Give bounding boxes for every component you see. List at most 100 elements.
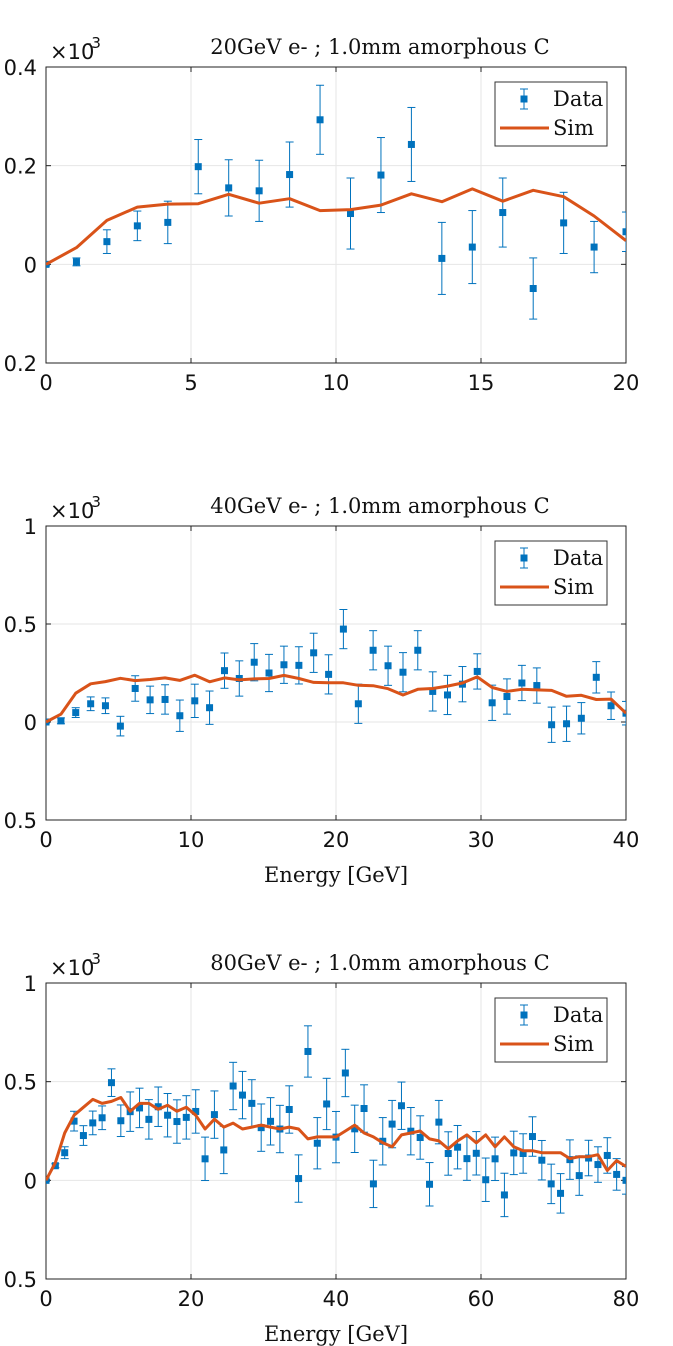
data-point [468, 243, 476, 251]
data-point [354, 700, 362, 708]
y-tick-label: 0 [24, 253, 37, 277]
legend: Data Sim [494, 540, 608, 606]
data-point [192, 1107, 200, 1115]
data-point [116, 722, 124, 730]
chart-title: 40GeV e- ; 1.0mm amorphous C [210, 494, 549, 518]
data-point [191, 697, 199, 705]
data-point [46, 1176, 50, 1184]
data-point [590, 243, 598, 251]
data-point [131, 684, 139, 692]
data-point [194, 163, 202, 171]
chart-panel-1: 0 5 10 15 200.200.20.4×10-3 20GeV e- ; 1.0mm … [4, 34, 640, 395]
legend-label-sim: Sim [553, 1032, 594, 1056]
data-point [488, 699, 496, 707]
data-point [248, 1099, 256, 1107]
data-point [280, 661, 288, 669]
x-tick-label: 10 [178, 828, 205, 852]
data-point [210, 1111, 218, 1119]
legend-label-data: Data [553, 546, 603, 570]
data-point [399, 668, 407, 676]
x-tick-label: 0 [39, 1287, 52, 1311]
data-point [89, 1119, 97, 1127]
data-point [133, 222, 141, 230]
data-point [472, 1149, 480, 1157]
x-tick-label: 0 [39, 828, 52, 852]
data-point [377, 171, 385, 179]
data-point [369, 646, 377, 654]
data-point [341, 1069, 349, 1077]
x-axis-label: Energy [GeV] [264, 1322, 408, 1346]
data-point [285, 1105, 293, 1113]
data-point [72, 709, 80, 717]
data-point [295, 1175, 303, 1183]
legend-data-marker [520, 1011, 528, 1019]
data-point [98, 1114, 106, 1122]
x-tick-label: 5 [184, 371, 197, 395]
data-point [435, 1118, 443, 1126]
y-tick-label: 0 [24, 711, 37, 735]
data-point [229, 1082, 237, 1090]
data-point [510, 1149, 518, 1157]
x-tick-label: 0 [39, 371, 52, 395]
chart-panel-3: 0 20 40 60 800.500.51×10-3 80GeV e- ; 1.0mm a… [4, 950, 640, 1346]
data-point [107, 1079, 115, 1087]
axis-exponent-base: ×10 [50, 40, 94, 64]
data-point [347, 210, 354, 218]
plot-data [46, 608, 626, 743]
data-point [607, 702, 615, 710]
x-tick-label: 15 [468, 371, 495, 395]
data-point [538, 1156, 546, 1164]
data-point [407, 140, 415, 148]
data-point [575, 1172, 583, 1180]
data-point [220, 1146, 228, 1154]
legend-box [494, 540, 608, 606]
data-point [454, 1143, 462, 1151]
y-tick-label: 0.5 [4, 809, 37, 833]
data-point [528, 1133, 536, 1141]
data-point [72, 258, 80, 266]
data-point [503, 693, 511, 701]
legend-label-sim: Sim [553, 116, 594, 140]
data-point [238, 1091, 246, 1099]
data-point [101, 702, 109, 710]
data-point [323, 1100, 331, 1108]
data-point [491, 1155, 499, 1163]
chart-title: 20GeV e- ; 1.0mm amorphous C [210, 35, 549, 59]
y-tick-label: 0.4 [4, 56, 37, 80]
data-point [70, 1117, 78, 1125]
legend-box [494, 81, 608, 147]
data-point [173, 1118, 181, 1126]
sim-line [46, 1096, 626, 1182]
data-point [369, 1180, 377, 1188]
axis-exponent-power: -3 [86, 34, 101, 52]
data-point [295, 661, 303, 669]
sim-line [46, 187, 626, 266]
x-tick-label: 10 [323, 371, 350, 395]
data-point [622, 1176, 626, 1184]
legend-label-sim: Sim [553, 575, 594, 599]
data-point [304, 1047, 312, 1055]
data-point [136, 1104, 144, 1112]
data-point [61, 1149, 69, 1157]
y-tick-label: 0.5 [4, 613, 37, 637]
data-point [325, 670, 333, 678]
data-point [164, 218, 172, 226]
axis-exponent-power: -3 [86, 493, 101, 511]
plot-data [46, 84, 626, 320]
y-tick-label: 0 [24, 1169, 37, 1193]
axis-exponent-base: ×10 [50, 956, 94, 980]
data-point [548, 721, 556, 729]
y-tick-label: 0.5 [4, 1268, 37, 1292]
axis-exponent-base: ×10 [50, 499, 94, 523]
data-point [313, 1139, 321, 1147]
data-point [429, 687, 437, 695]
data-point [414, 646, 422, 654]
data-point [397, 1102, 405, 1110]
data-point [473, 667, 481, 675]
data-point [518, 679, 526, 687]
data-point [622, 228, 626, 236]
data-point [444, 1149, 452, 1157]
data-point [533, 682, 541, 690]
data-point [444, 691, 452, 699]
